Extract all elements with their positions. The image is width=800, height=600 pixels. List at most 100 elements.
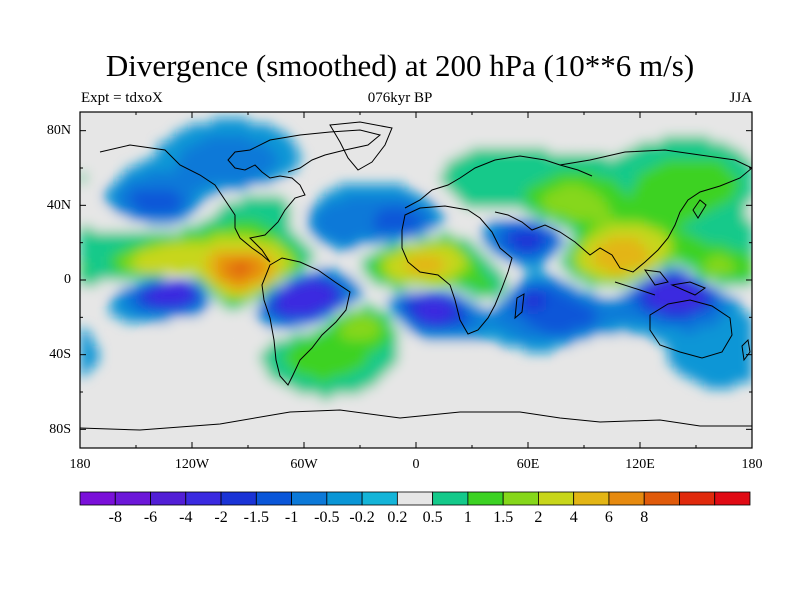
field-cell: [560, 250, 567, 257]
field-cell: [278, 244, 285, 251]
field-cell: [266, 256, 273, 263]
field-cell: [224, 202, 231, 209]
field-cell: [470, 208, 477, 215]
field-cell: [224, 136, 231, 143]
field-cell: [698, 268, 705, 275]
field-cell: [452, 310, 459, 317]
field-cell: [86, 364, 93, 371]
field-cell: [356, 400, 363, 407]
field-cell: [86, 262, 93, 269]
field-cell: [212, 274, 219, 281]
field-cell: [314, 364, 321, 371]
field-cell: [710, 382, 717, 389]
field-cell: [236, 226, 243, 233]
field-cell: [512, 292, 519, 299]
field-cell: [320, 382, 327, 389]
field-cell: [380, 238, 387, 245]
field-cell: [554, 388, 561, 395]
field-cell: [206, 346, 213, 353]
field-cell: [488, 292, 495, 299]
field-cell: [176, 208, 183, 215]
field-cell: [704, 226, 711, 233]
field-cell: [326, 382, 333, 389]
field-cell: [332, 316, 339, 323]
field-cell: [176, 388, 183, 395]
field-cell: [356, 268, 363, 275]
field-cell: [314, 316, 321, 323]
field-cell: [236, 400, 243, 407]
colorbar-label: -8: [108, 509, 122, 526]
field-cell: [248, 256, 255, 263]
field-cell: [584, 208, 591, 215]
field-cell: [470, 358, 477, 365]
field-cell: [602, 214, 609, 221]
field-cell: [176, 256, 183, 263]
field-cell: [728, 280, 735, 287]
field-cell: [668, 316, 675, 323]
field-cell: [164, 268, 171, 275]
field-cell: [560, 322, 567, 329]
field-cell: [242, 292, 249, 299]
field-cell: [722, 292, 729, 299]
field-cell: [86, 148, 93, 155]
field-cell: [236, 424, 243, 431]
field-cell: [428, 262, 435, 269]
field-cell: [716, 334, 723, 341]
field-cell: [320, 412, 327, 419]
field-cell: [740, 184, 747, 191]
field-cell: [422, 364, 429, 371]
field-cell: [218, 238, 225, 245]
field-cell: [242, 352, 249, 359]
field-cell: [422, 172, 429, 179]
field-cell: [668, 124, 675, 131]
field-cell: [200, 364, 207, 371]
field-cell: [476, 316, 483, 323]
field-cell: [194, 178, 201, 185]
field-cell: [104, 256, 111, 263]
field-cell: [626, 382, 633, 389]
field-cell: [734, 232, 741, 239]
field-cell: [500, 292, 507, 299]
field-cell: [452, 148, 459, 155]
field-cell: [326, 274, 333, 281]
field-cell: [644, 208, 651, 215]
axis-ticks: [79, 112, 753, 448]
field-cell: [428, 154, 435, 161]
field-cell: [272, 292, 279, 299]
field-cell: [266, 298, 273, 305]
field-cell: [452, 400, 459, 407]
field-cell: [374, 328, 381, 335]
field-cell: [572, 274, 579, 281]
field-cell: [200, 166, 207, 173]
field-cell: [386, 190, 393, 197]
field-cell: [656, 196, 663, 203]
field-cell: [290, 316, 297, 323]
field-cell: [110, 202, 117, 209]
field-cell: [206, 250, 213, 257]
field-cell: [698, 316, 705, 323]
field-cell: [260, 280, 267, 287]
field-cell: [302, 382, 309, 389]
field-cell: [194, 412, 201, 419]
field-cell: [380, 190, 387, 197]
field-cell: [242, 364, 249, 371]
field-cell: [374, 280, 381, 287]
field-cell: [620, 208, 627, 215]
field-cell: [212, 220, 219, 227]
field-cell: [308, 400, 315, 407]
field-cell: [80, 172, 87, 179]
field-cell: [482, 334, 489, 341]
field-cell: [374, 190, 381, 197]
field-cell: [434, 238, 441, 245]
field-cell: [158, 286, 165, 293]
field-cell: [542, 286, 549, 293]
field-cell: [602, 226, 609, 233]
field-cell: [632, 346, 639, 353]
field-cell: [614, 274, 621, 281]
field-cell: [662, 262, 669, 269]
field-cell: [500, 136, 507, 143]
field-cell: [488, 202, 495, 209]
field-cell: [692, 328, 699, 335]
field-cell: [680, 262, 687, 269]
field-cell: [716, 184, 723, 191]
